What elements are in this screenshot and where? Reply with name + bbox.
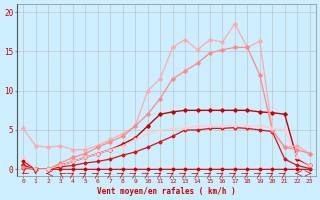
X-axis label: Vent moyen/en rafales ( km/h ): Vent moyen/en rafales ( km/h )	[97, 187, 236, 196]
